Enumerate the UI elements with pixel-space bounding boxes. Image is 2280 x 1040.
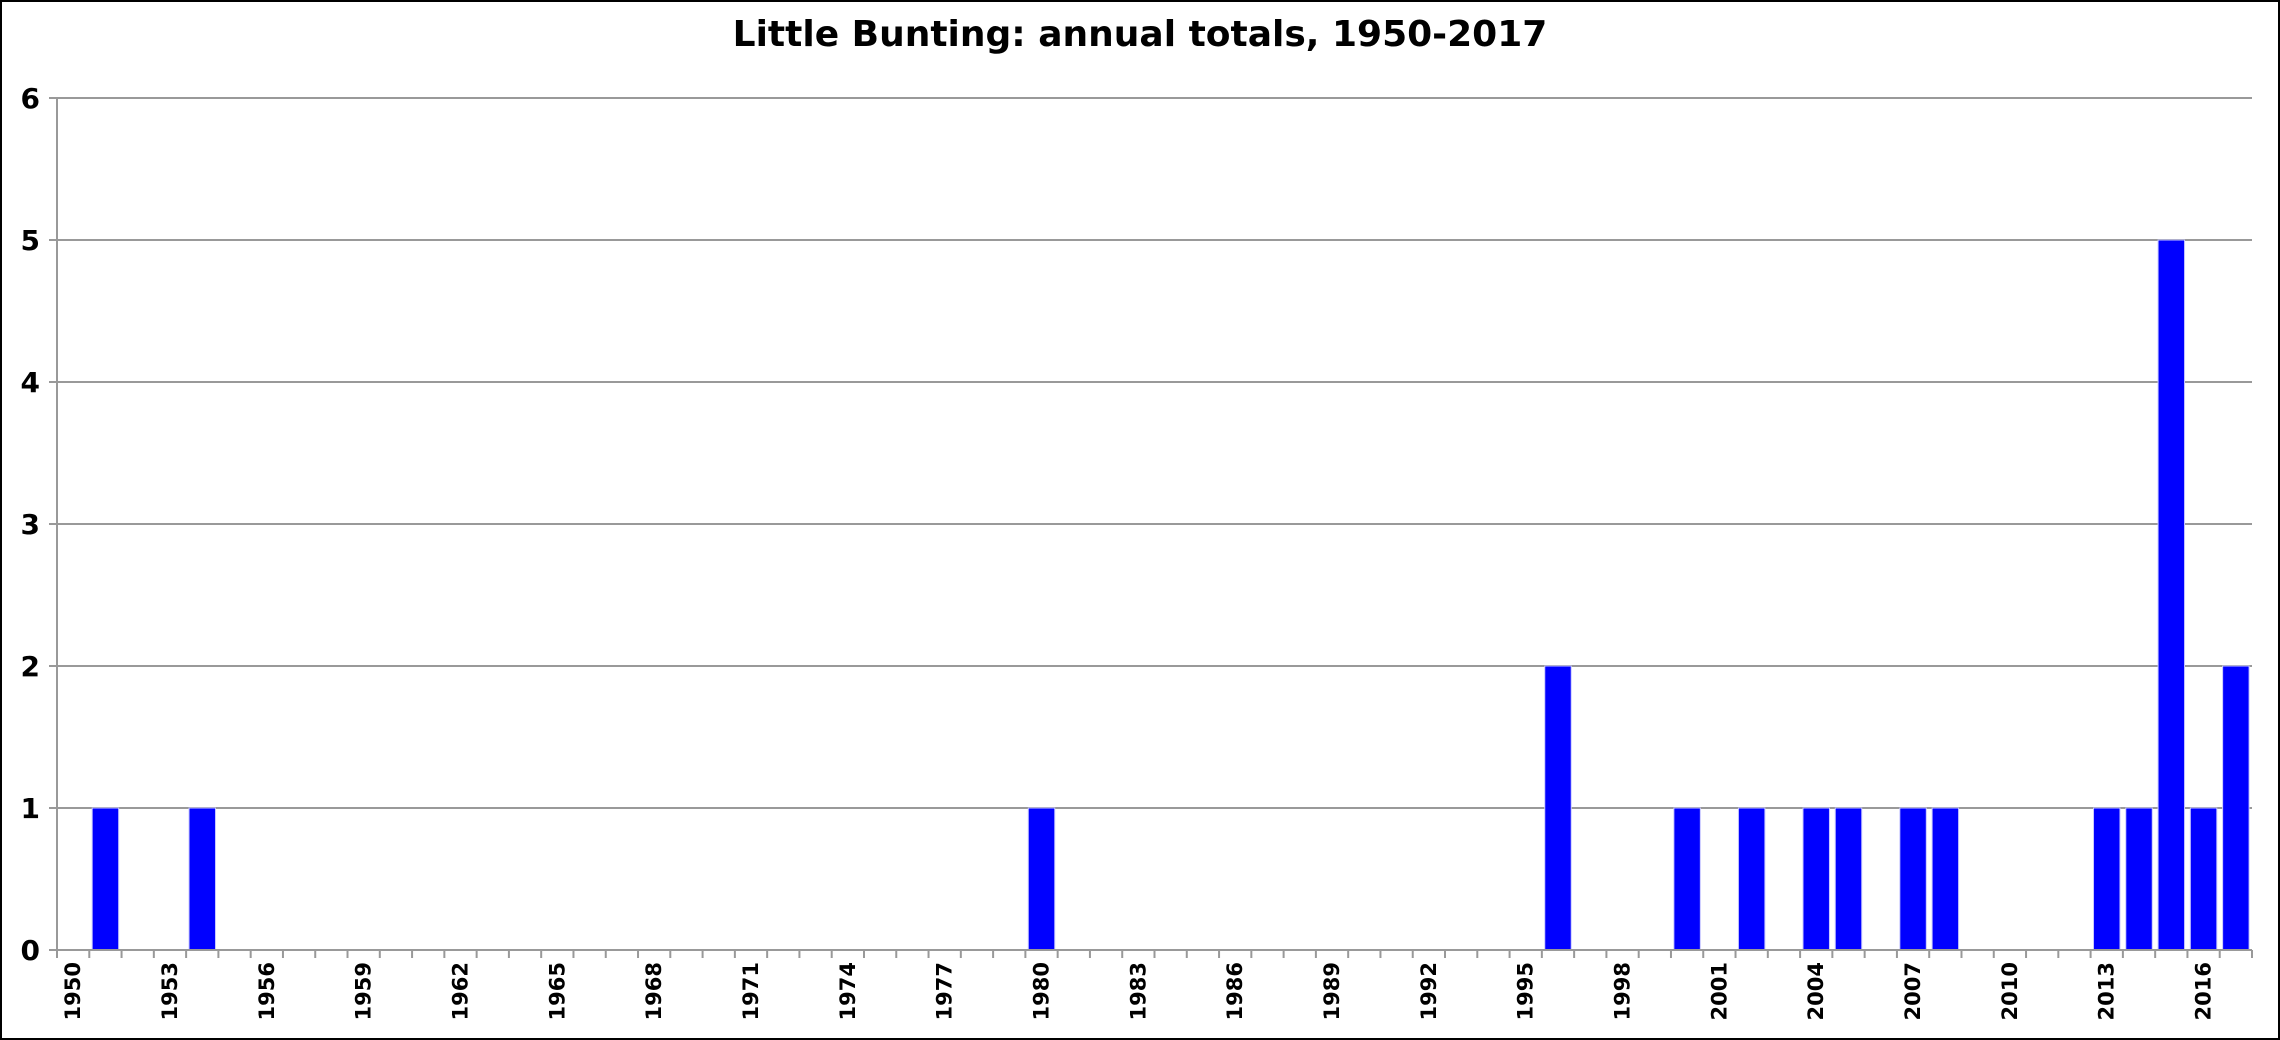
chart-title: Little Bunting: annual totals, 1950-2017 (733, 14, 1548, 55)
bar-2002 (1737, 807, 1766, 951)
y-tick-label: 6 (21, 82, 40, 115)
y-tick-label: 3 (21, 508, 40, 541)
bar-1951 (91, 807, 120, 951)
bars (91, 239, 2250, 951)
x-tick-label: 1977 (933, 962, 957, 1020)
x-tick-label: 1956 (255, 962, 279, 1020)
x-tick-label: 1989 (1320, 962, 1344, 1020)
bar-1980 (1027, 807, 1056, 951)
x-tick-label: 1965 (545, 962, 569, 1020)
x-tick-label: 2007 (1901, 962, 1925, 1020)
x-tick-label: 2016 (2192, 962, 2216, 1020)
x-tick-label: 1995 (1514, 962, 1538, 1020)
x-tick-label: 1971 (739, 962, 763, 1020)
bar-1954 (188, 807, 216, 951)
x-tick-label: 1983 (1126, 962, 1150, 1020)
x-tick-label: 1980 (1030, 962, 1054, 1020)
x-tick-label: 1962 (448, 962, 472, 1020)
x-tick-label: 1959 (352, 962, 376, 1020)
y-tick-label: 0 (21, 934, 40, 967)
y-tick-labels: 0 1 2 3 4 5 6 (21, 82, 40, 967)
x-tick-label: 1998 (1611, 962, 1635, 1020)
bar-2015 (2157, 239, 2186, 951)
x-tick-label: 1974 (836, 962, 860, 1020)
x-tick-label: 1950 (61, 962, 85, 1020)
bar-2016 (2189, 807, 2218, 951)
bar-2013 (2093, 807, 2121, 951)
x-tick-label: 1953 (158, 962, 182, 1020)
x-tick-label: 1992 (1417, 962, 1441, 1020)
gridlines (57, 97, 2252, 809)
y-tick-label: 2 (21, 650, 40, 683)
bar-2007 (1899, 807, 1927, 951)
bar-2004 (1802, 807, 1830, 951)
x-tick-label: 2010 (1998, 962, 2022, 1020)
x-tick-label: 2004 (1804, 962, 1828, 1020)
axes (49, 97, 2253, 958)
bar-2008 (1931, 807, 1960, 951)
y-tick-label: 4 (21, 366, 40, 399)
x-tick-label: 1968 (642, 962, 666, 1020)
y-tick-label: 5 (21, 224, 40, 257)
bar-2000 (1673, 807, 1701, 951)
x-tick-labels: 1950 1953 1956 1959 1962 1965 1968 1971 1974 1977… (61, 962, 2215, 1020)
x-tick-label: 2013 (2095, 962, 2119, 1020)
bar-1996 (1544, 665, 1572, 951)
bar-2014 (2125, 807, 2153, 951)
x-tick-label: 1986 (1223, 962, 1247, 1020)
bar-2017 (2222, 665, 2250, 951)
x-tick-label: 2001 (1707, 962, 1731, 1020)
bar-2005 (1834, 807, 1863, 951)
y-tick-label: 1 (21, 792, 40, 825)
